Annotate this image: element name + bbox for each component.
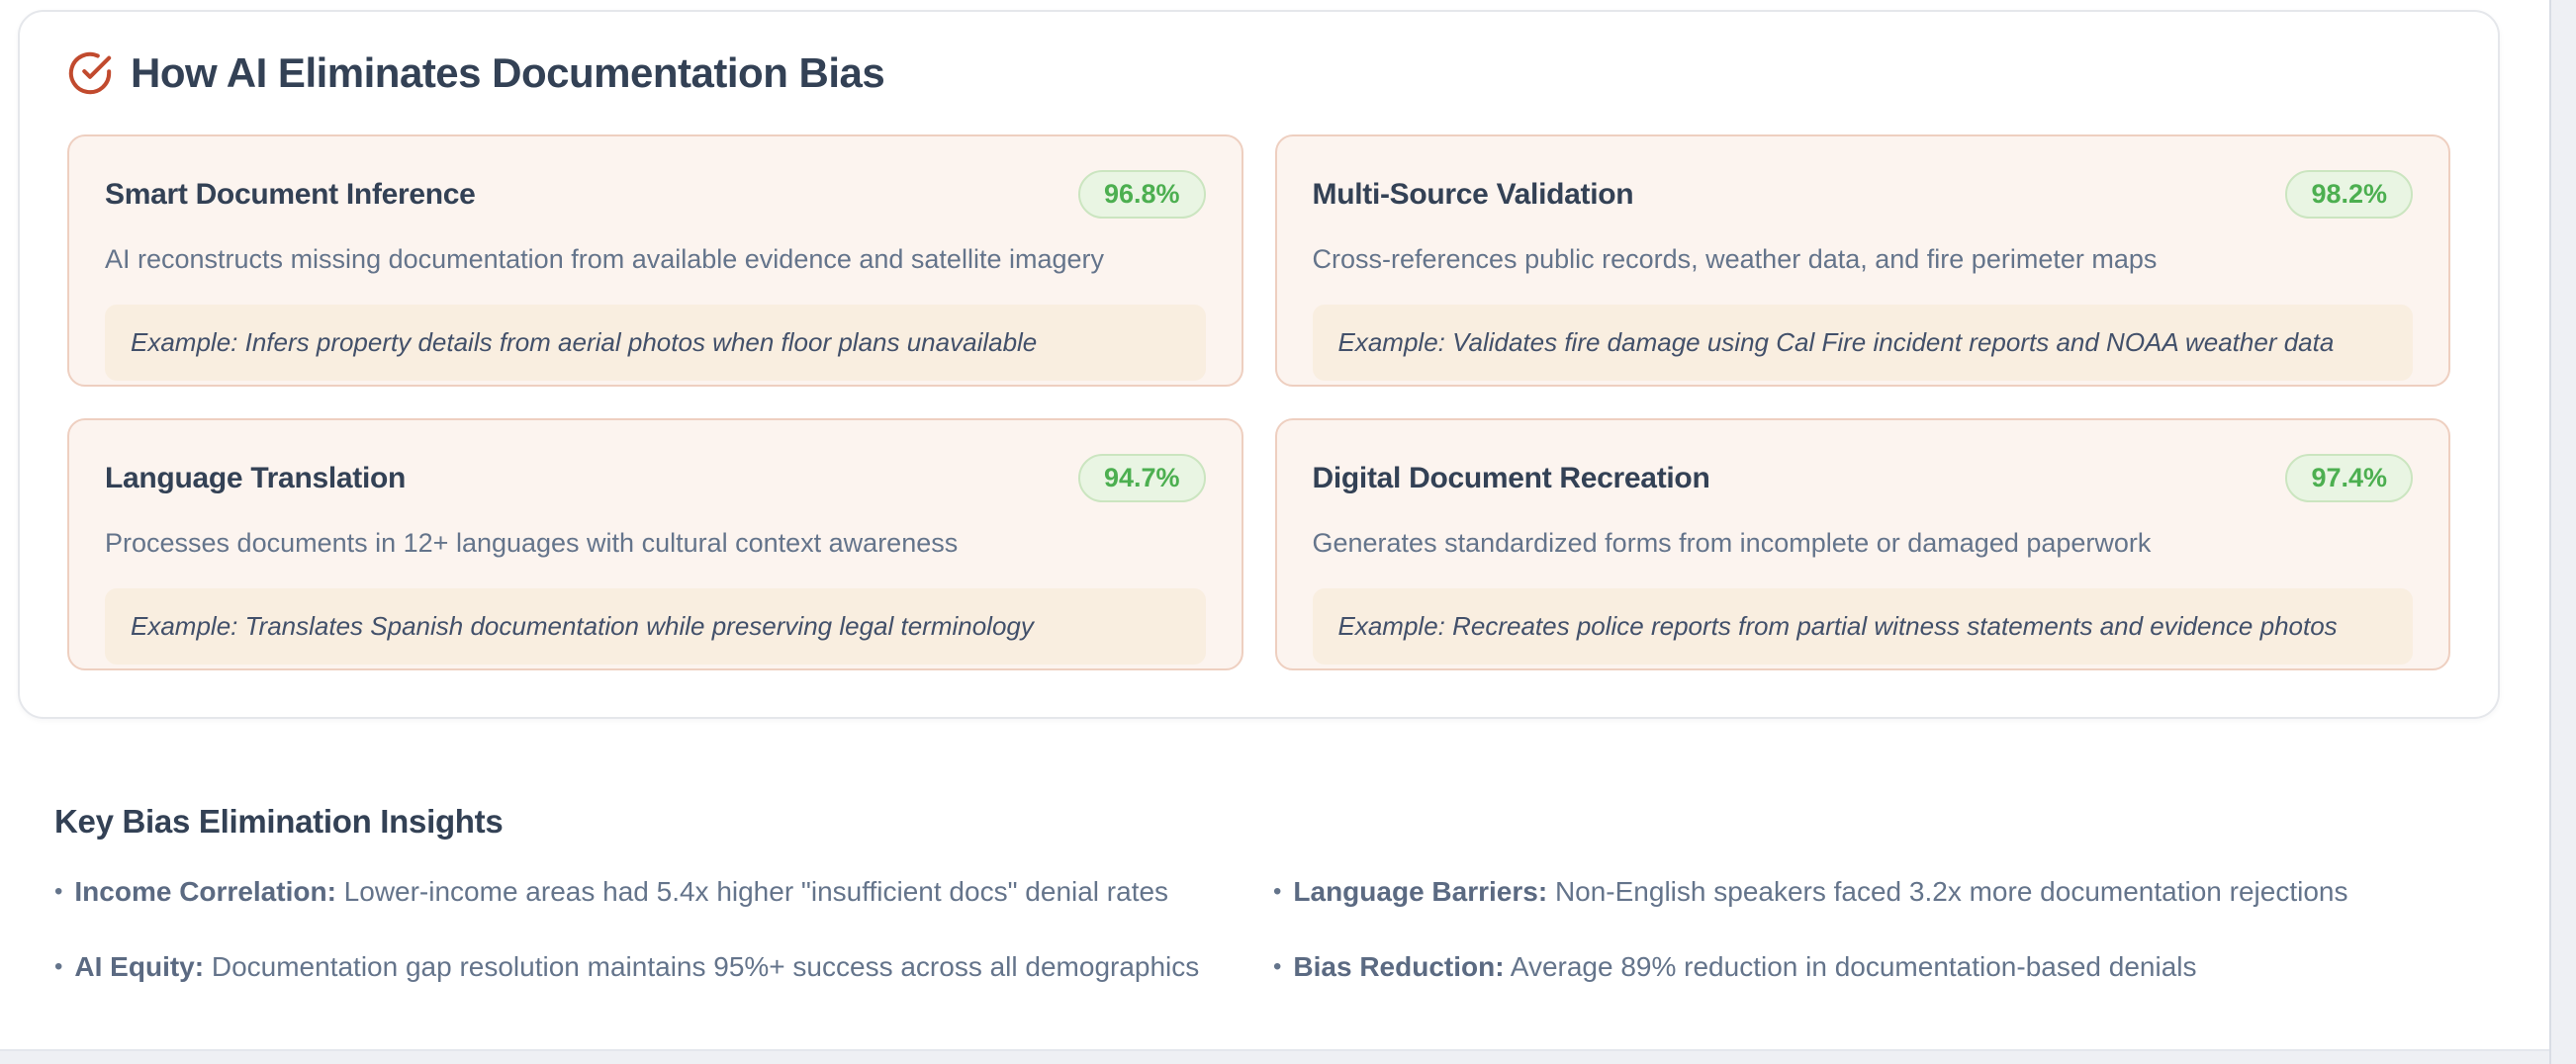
capability-cards-grid: Smart Document Inference 96.8% AI recons… (67, 134, 2450, 670)
insight-ai-equity: • AI Equity: Documentation gap resolution… (54, 951, 1273, 983)
insight-income-correlation: • Income Correlation: Lower-income areas … (54, 876, 1273, 908)
card-description: Generates standardized forms from incomp… (1312, 528, 2152, 558)
score-badge: 97.4% (2285, 454, 2413, 502)
card-title: Smart Document Inference (105, 177, 476, 211)
card-example: Example: Translates Spanish documentatio… (105, 588, 1206, 665)
card-example: Example: Recreates police reports from p… (1312, 588, 2413, 665)
card-title: Digital Document Recreation (1312, 461, 1710, 494)
insight-language-barriers: • Language Barriers: Non-English speakers… (1273, 876, 2488, 908)
page-background-bottom-edge (0, 1049, 2549, 1064)
bullet-icon: • (1273, 953, 1282, 981)
insight-text: Average 89% reduction in documentation-b… (1510, 951, 2197, 983)
bullet-icon: • (54, 878, 63, 905)
insight-label: Language Barriers: (1293, 876, 1548, 907)
card-head: Multi-Source Validation 98.2% (1312, 170, 2413, 219)
card-multi-source-validation: Multi-Source Validation 98.2% Cross-refe… (1274, 134, 2450, 387)
score-badge: 96.8% (1077, 170, 1206, 219)
key-insights-section: Key Bias Elimination Insights • Income Co… (54, 803, 2488, 983)
card-smart-document-inference: Smart Document Inference 96.8% AI recons… (67, 134, 1243, 387)
insight-text: Non-English speakers faced 3.2x more doc… (1554, 876, 2348, 907)
insight-label: Bias Reduction: (1293, 951, 1505, 983)
card-head: Digital Document Recreation 97.4% (1312, 454, 2413, 502)
insight-text: Documentation gap resolution maintains 9… (211, 951, 1200, 983)
panel-title: How AI Eliminates Documentation Bias (131, 49, 885, 96)
insight-label: Income Correlation: (74, 876, 336, 907)
insight-text: Lower-income areas had 5.4x higher "insu… (343, 876, 1169, 907)
card-language-translation: Language Translation 94.7% Processes doc… (67, 418, 1243, 670)
card-title: Multi-Source Validation (1312, 177, 1634, 211)
bullet-icon: • (54, 953, 63, 981)
card-digital-document-recreation: Digital Document Recreation 97.4% Genera… (1274, 418, 2450, 670)
page-background-right-edge (2549, 0, 2576, 1064)
documentation-bias-panel: How AI Eliminates Documentation Bias Sma… (18, 10, 2500, 719)
score-badge: 94.7% (1077, 454, 1206, 502)
score-badge: 98.2% (2285, 170, 2413, 219)
card-example: Example: Validates fire damage using Cal… (1312, 305, 2413, 381)
check-circle-icon (67, 50, 113, 96)
card-example: Example: Infers property details from ae… (105, 305, 1206, 381)
card-description: AI reconstructs missing documentation fr… (105, 244, 1104, 274)
card-description: Processes documents in 12+ languages wit… (105, 528, 959, 558)
insights-heading: Key Bias Elimination Insights (54, 803, 504, 840)
insights-list: • Income Correlation: Lower-income areas … (54, 876, 2488, 983)
card-title: Language Translation (105, 461, 407, 494)
card-head: Smart Document Inference 96.8% (105, 170, 1206, 219)
insight-bias-reduction: • Bias Reduction: Average 89% reduction i… (1273, 951, 2488, 983)
bullet-icon: • (1273, 878, 1282, 905)
insight-label: AI Equity: (74, 951, 205, 983)
panel-header: How AI Eliminates Documentation Bias (67, 49, 2450, 97)
card-head: Language Translation 94.7% (105, 454, 1206, 502)
card-description: Cross-references public records, weather… (1312, 244, 2158, 274)
